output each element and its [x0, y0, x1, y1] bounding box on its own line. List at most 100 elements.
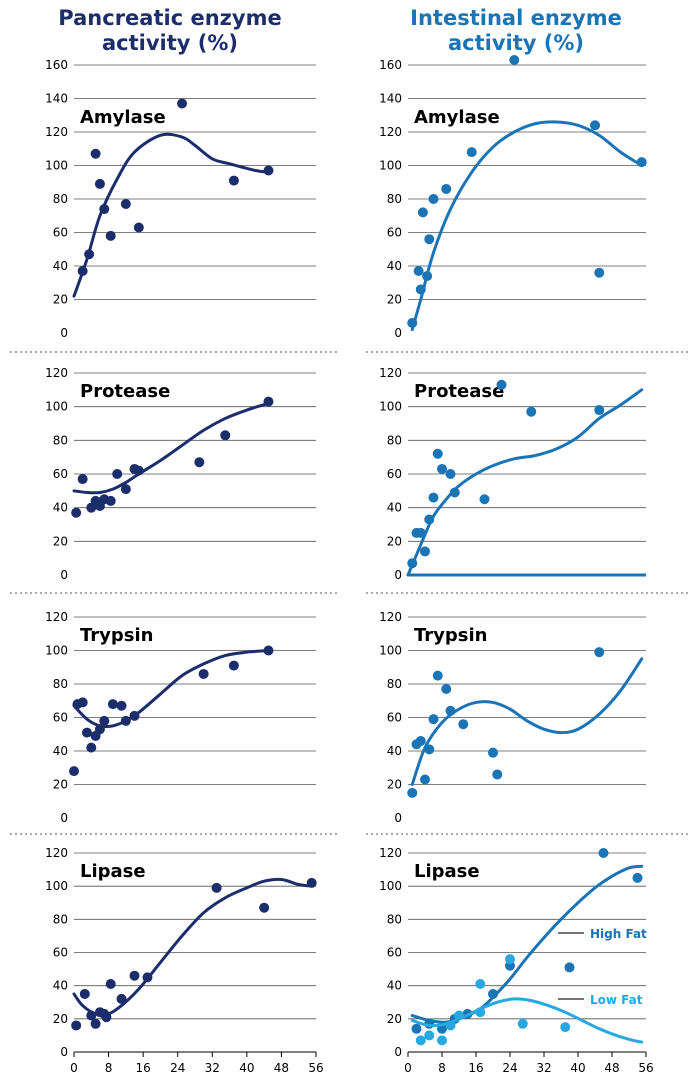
pancreatic-amylase-series-point-8 — [177, 98, 188, 109]
pancreatic-amylase-ytick-160: 160 — [45, 58, 68, 72]
intestinal-trypsin-ytick-80: 80 — [387, 677, 402, 691]
pancreatic-amylase-ytick-140: 140 — [45, 92, 68, 106]
intestinal-trypsin-series-point-9 — [458, 719, 469, 730]
intestinal-amylase-series-point-10 — [590, 120, 600, 131]
intestinal-protease-title: Protease — [414, 381, 504, 402]
intestinal-trypsin-ytick-0: 0 — [394, 811, 402, 825]
intestinal-lipase-ytick-20: 20 — [387, 1012, 402, 1026]
pancreatic-lipase-series-point-2 — [86, 1010, 97, 1021]
intestinal-protease-ytick-40: 40 — [387, 501, 402, 515]
intestinal-protease-series-point-2 — [415, 527, 426, 538]
intestinal-protease-series-point-5 — [428, 492, 439, 503]
pancreatic-lipase-series-point-3 — [90, 1018, 101, 1029]
intestinal-lipase-xtick-32: 32 — [536, 1061, 551, 1075]
intestinal-lipase-xtick-56: 56 — [638, 1061, 653, 1075]
pancreatic-lipase-xtick-32: 32 — [205, 1061, 220, 1075]
pancreatic-protease-series-trend-line — [72, 401, 270, 495]
pancreatic-lipase-xtick-56: 56 — [308, 1061, 323, 1075]
intestinal-lipase-xtick-16: 16 — [468, 1061, 483, 1075]
pancreatic-protease-ytick-40: 40 — [53, 501, 68, 515]
intestinal-protease-series-point-10 — [479, 494, 490, 505]
intestinal-lipase-ytick-100: 100 — [379, 879, 402, 893]
pancreatic-protease-series-point-0 — [71, 507, 82, 518]
pancreatic-lipase-series-point-0 — [71, 1020, 82, 1031]
pancreatic-protease-ytick-60: 60 — [53, 467, 68, 481]
intestinal-amylase-series-point-1 — [413, 266, 424, 277]
intestinal-amylase-series-point-12 — [636, 157, 647, 168]
pancreatic-protease-series-point-12 — [220, 430, 231, 441]
pancreatic-protease-series-point-13 — [263, 396, 274, 407]
intestinal-lipase-title: Lipase — [414, 861, 480, 882]
intestinal-protease-ytick-120: 120 — [379, 366, 402, 380]
intestinal-amylase-ytick-40: 40 — [387, 259, 402, 273]
pancreatic-lipase-series-point-12 — [259, 902, 270, 913]
pancreatic-protease-series-point-8 — [120, 484, 131, 495]
pancreatic-trypsin-series-point-14 — [263, 645, 274, 656]
pancreatic-lipase-series-point-11 — [211, 882, 222, 893]
intestinal-amylase-series-point-2 — [415, 284, 426, 295]
pancreatic-trypsin-series-point-7 — [99, 715, 110, 726]
intestinal-trypsin-series-point-0 — [407, 787, 418, 798]
pancreatic-lipase-series-point-8 — [116, 993, 127, 1004]
intestinal-trypsin-ytick-40: 40 — [387, 744, 402, 758]
intestinal-lipase-ytick-120: 120 — [379, 846, 402, 860]
intestinal-protease-ytick-20: 20 — [387, 534, 402, 548]
intestinal-lipase-ytick-80: 80 — [387, 912, 402, 926]
pancreatic-trypsin-series-point-2 — [77, 697, 88, 708]
intestinal-amylase-series-point-5 — [424, 234, 435, 245]
intestinal-lipase-high-fat-point-8 — [598, 848, 609, 858]
intestinal-lipase-low-fat-point-6 — [475, 1007, 486, 1018]
intestinal-protease-series-point-11 — [496, 379, 507, 390]
intestinal-lipase-xtick-0: 0 — [404, 1061, 412, 1075]
pancreatic-trypsin-series-point-3 — [81, 727, 92, 738]
pancreatic-protease-ytick-20: 20 — [53, 534, 68, 548]
pancreatic-trypsin-ytick-80: 80 — [53, 677, 68, 691]
intestinal-protease-ytick-100: 100 — [379, 400, 402, 414]
intestinal-trypsin-ytick-120: 120 — [379, 610, 402, 624]
intestinal-lipase-low-fat-label: Low Fat — [590, 993, 643, 1007]
pancreatic-protease-ytick-80: 80 — [53, 433, 68, 447]
intestinal-lipase-high-fat-point-5 — [488, 988, 498, 999]
intestinal-amylase-series-point-11 — [594, 267, 605, 278]
intestinal-protease-series-point-4 — [424, 514, 435, 525]
intestinal-trypsin-series-trend-line — [410, 657, 644, 786]
pancreatic-lipase-series-point-6 — [101, 1012, 112, 1023]
pancreatic-trypsin-series-point-11 — [129, 710, 140, 721]
pancreatic-amylase-ytick-120: 120 — [45, 125, 68, 139]
intestinal-amylase-series-point-7 — [441, 183, 452, 194]
pancreatic-amylase-ytick-100: 100 — [45, 159, 68, 173]
intestinal-protease-series-point-12 — [526, 406, 537, 417]
pancreatic-protease-ytick-120: 120 — [45, 366, 68, 380]
intestinal-trypsin-series-point-8 — [445, 705, 456, 716]
pancreatic-trypsin-series-point-13 — [228, 660, 239, 671]
pancreatic-column-title: Pancreatic enzyme activity (%) — [58, 6, 282, 55]
intestinal-amylase-ytick-0: 0 — [394, 326, 402, 340]
intestinal-amylase-series-point-8 — [466, 147, 477, 158]
intestinal-lipase-low-fat-point-8 — [517, 1018, 528, 1029]
pancreatic-trypsin-ytick-100: 100 — [45, 644, 68, 658]
intestinal-trypsin-series-point-10 — [488, 747, 498, 758]
intestinal-trypsin-series-point-4 — [424, 744, 435, 755]
pancreatic-lipase-xtick-24: 24 — [170, 1061, 185, 1075]
pancreatic-protease-series-point-11 — [194, 457, 205, 468]
pancreatic-lipase-ytick-100: 100 — [45, 879, 68, 893]
pancreatic-lipase-series-point-13 — [306, 877, 317, 888]
intestinal-amylase-series-point-3 — [417, 207, 428, 218]
intestinal-lipase-ytick-60: 60 — [387, 946, 402, 960]
pancreatic-amylase-series-point-9 — [228, 175, 239, 186]
pancreatic-amylase-ytick-80: 80 — [53, 192, 68, 206]
intestinal-trypsin-series-point-12 — [594, 647, 605, 658]
pancreatic-trypsin-series-point-12 — [198, 668, 209, 679]
intestinal-lipase-low-fat-point-9 — [560, 1022, 571, 1033]
pancreatic-trypsin-ytick-40: 40 — [53, 744, 68, 758]
intestinal-lipase-xtick-24: 24 — [502, 1061, 517, 1075]
intestinal-amylase-ytick-140: 140 — [379, 92, 402, 106]
pancreatic-trypsin-series-point-9 — [116, 700, 127, 711]
pancreatic-amylase-series-point-4 — [99, 204, 110, 215]
pancreatic-lipase-series-point-1 — [79, 988, 90, 999]
pancreatic-trypsin-ytick-20: 20 — [53, 778, 68, 792]
pancreatic-lipase-series-trend-line — [72, 877, 314, 1017]
pancreatic-amylase-ytick-60: 60 — [53, 226, 68, 240]
pancreatic-lipase-ytick-40: 40 — [53, 979, 68, 993]
intestinal-trypsin-series-point-11 — [492, 769, 503, 780]
